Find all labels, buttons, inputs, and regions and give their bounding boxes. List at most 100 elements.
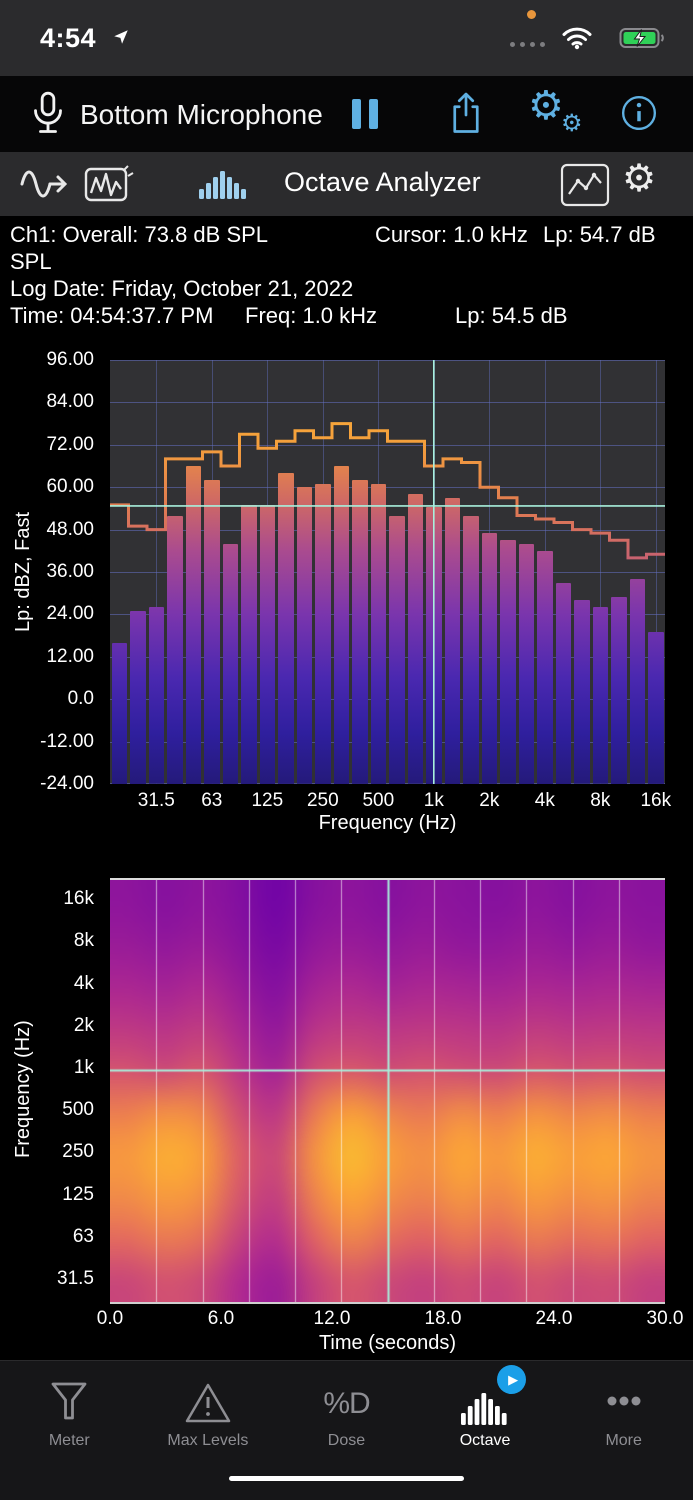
info-button[interactable]: [620, 94, 658, 137]
octave-band-bar: [296, 487, 312, 784]
octave-chart: Lp: dBZ, Fast 96.00 84.00 72.00 60.00 48.00 3…: [0, 342, 693, 847]
x-tick-label: 8k: [590, 790, 611, 811]
y-tick-label: 63: [72, 1225, 94, 1247]
octave-band-bar: [167, 515, 183, 784]
x-tick-label: 30.0: [646, 1308, 684, 1329]
time-readout: Time: 04:54:37.7 PM: [10, 303, 214, 328]
octave-bars-icon: ▶: [460, 1365, 527, 1425]
octave-bars-icon: [198, 169, 250, 204]
header: Bottom Microphone ⚙ ⚙: [0, 76, 693, 152]
warning-triangle-icon: [184, 1377, 232, 1425]
y-tick-label: 84.00: [46, 391, 94, 413]
octave-band-bar: [407, 494, 423, 784]
v-gridline: [156, 360, 158, 784]
cursor-freq-readout: Cursor: 1.0 kHz: [375, 222, 528, 247]
octave-band-bar: [148, 607, 164, 784]
tab-label: Octave: [459, 1432, 511, 1449]
octave-band-bar: [370, 483, 386, 784]
microphone-icon[interactable]: [28, 90, 68, 143]
gear-icon: ⚙: [528, 84, 564, 128]
settings-gears-button[interactable]: ⚙ ⚙: [528, 84, 592, 144]
play-badge-icon[interactable]: ▶: [497, 1365, 527, 1394]
x-tick-label: 16k: [640, 790, 672, 811]
h-gridline: [110, 614, 665, 616]
x-tick-label: 12.0: [313, 1308, 351, 1329]
mic-source-title[interactable]: Bottom Microphone: [80, 99, 323, 130]
tab-max-levels[interactable]: Max Levels: [139, 1361, 278, 1500]
line-chart-button[interactable]: [560, 163, 610, 212]
octave-band-bar: [537, 550, 553, 784]
octave-band-bar: [648, 632, 664, 784]
mic-in-use-dot: [527, 10, 536, 19]
tab-dose[interactable]: %D Dose: [277, 1361, 416, 1500]
share-button[interactable]: [448, 91, 484, 141]
waveform-arrow-icon[interactable]: [18, 164, 72, 209]
octave-band-bar: [333, 466, 349, 784]
h-gridline: [110, 360, 665, 361]
cursor-lp-readout: Lp: 54.7 dB: [543, 222, 656, 247]
octave-ytick-col: 96.00 84.00 72.00 60.00 48.00 36.00 24.00 12.00…: [0, 349, 100, 794]
y-tick-label: 8k: [73, 930, 94, 952]
pause-bar: [352, 99, 361, 129]
octave-band-bar: [185, 466, 201, 784]
y-tick-label: 24.00: [46, 603, 94, 625]
octave-band-bar: [592, 607, 608, 784]
octave-band-bar: [259, 504, 275, 784]
octave-band-bar: [389, 515, 405, 784]
octave-band-bar: [204, 480, 220, 784]
y-tick-label: 72.00: [46, 433, 94, 455]
y-tick-label: 0.0: [67, 688, 94, 710]
signal-recorder-icon[interactable]: [84, 164, 134, 209]
y-tick-label: 125: [62, 1183, 94, 1205]
x-tick-label: 4k: [534, 790, 555, 811]
x-tick-label: 125: [251, 790, 284, 811]
h-gridline: [110, 572, 665, 573]
h-gridline: [110, 656, 665, 658]
home-indicator[interactable]: [229, 1476, 464, 1481]
status-bar: 4:54: [0, 0, 693, 76]
percent-d-icon: %D: [323, 1377, 370, 1425]
octave-band-bar: [111, 642, 127, 784]
octave-band-bar: [278, 473, 294, 784]
pause-bar: [369, 99, 378, 129]
tab-label: Meter: [48, 1432, 90, 1449]
tab-bar: Meter Max Levels %D Dose ▶ Octave More: [0, 1360, 693, 1500]
spectrogram-canvas[interactable]: [110, 878, 665, 1304]
h-gridline: [110, 783, 665, 784]
x-tick-label: 63: [201, 790, 223, 811]
y-tick-label: 4k: [73, 972, 94, 994]
octave-x-axis-label: Frequency (Hz): [318, 812, 457, 834]
log-date-readout: Log Date: Friday, October 21, 2022: [10, 276, 354, 301]
octave-band-bar: [555, 582, 571, 784]
h-gridline: [110, 699, 665, 701]
gear-button[interactable]: ⚙: [622, 158, 657, 200]
max-hold-line: [110, 422, 665, 560]
tab-more[interactable]: More: [554, 1361, 693, 1500]
x-tick-label: 500: [362, 790, 395, 811]
octave-band-bar: [500, 540, 516, 784]
y-tick-label: 2k: [73, 1014, 94, 1036]
tab-meter[interactable]: Meter: [0, 1361, 139, 1500]
octave-band-bar: [518, 543, 534, 784]
battery-charging-icon: [619, 27, 667, 54]
y-tick-label: 31.5: [57, 1267, 94, 1289]
x-tick-label: 1k: [423, 790, 444, 811]
spectrogram-chart: Frequency (Hz) 16k 8k 4k 2k 1k 500 250 125 63 31.…: [0, 855, 693, 1360]
tab-label: Max Levels: [167, 1432, 249, 1449]
h-gridline: [110, 487, 665, 489]
y-tick-label: -12.00: [40, 730, 94, 752]
tab-label: More: [605, 1432, 642, 1449]
y-tick-label: 48.00: [46, 518, 94, 540]
octave-band-bar: [241, 504, 257, 784]
pause-button[interactable]: [352, 99, 378, 129]
x-tick-label: 18.0: [424, 1308, 462, 1329]
h-gridline: [110, 402, 665, 404]
octave-plot[interactable]: [110, 360, 665, 784]
octave-band-bar: [629, 579, 645, 784]
tab-octave[interactable]: ▶ Octave: [416, 1361, 555, 1500]
x-tick-label: 250: [306, 790, 339, 811]
status-time: 4:54: [40, 23, 97, 53]
octave-band-bar: [611, 596, 627, 784]
gear-icon: ⚙: [561, 110, 583, 137]
v-gridline: [600, 360, 602, 784]
